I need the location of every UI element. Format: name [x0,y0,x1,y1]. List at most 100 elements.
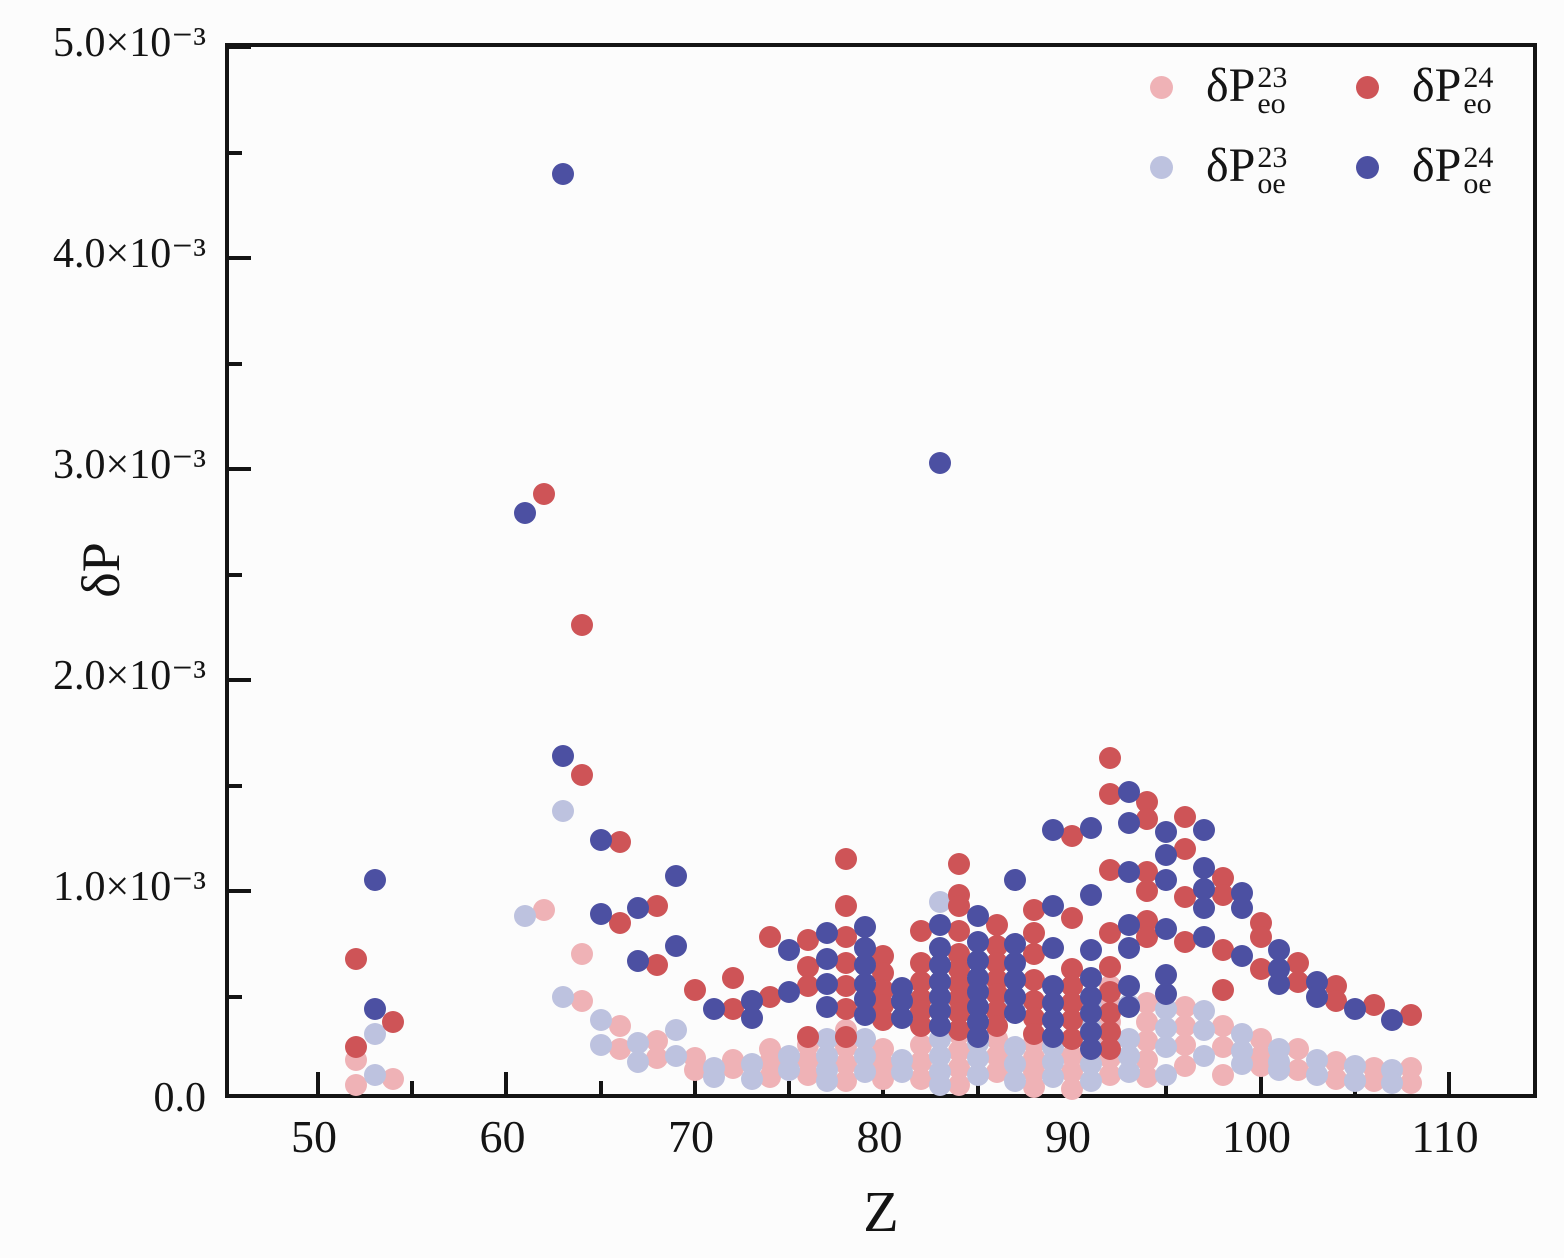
scatter-point-δP24_eo [1023,1006,1046,1029]
scatter-point-δP24_eo [344,947,367,970]
scatter-point-δP24_oe [1343,998,1366,1021]
legend-label-sup: 24 [1463,60,1494,94]
y-tick-label: 2.0×10⁻³ [53,653,206,699]
scatter-point-δP24_eo [834,951,857,974]
scatter-point-δP23_oe [363,1063,386,1086]
scatter-point-δP24_eo [1060,825,1083,848]
scatter-point-δP24_oe [1117,936,1140,959]
scatter-point-δP24_eo [608,911,631,934]
scatter-point-δP24_oe [1117,780,1140,803]
scatter-point-δP24_eo [1136,880,1159,902]
x-tick-label: 100 [1222,1111,1291,1162]
scatter-point-δP24_oe [552,162,575,185]
scatter-point-δP24_eo [1023,922,1046,945]
scatter-point-δP24_oe [1079,1021,1102,1044]
scatter-point-δP23_eo [1174,1055,1197,1078]
scatter-point-δP24_oe [853,1004,876,1027]
scatter-point-δP23_eo [1136,991,1159,1014]
x-tick-label: 60 [479,1111,526,1162]
scatter-point-δP23_eo [683,1059,706,1082]
scatter-point-δP24_eo [1362,993,1385,1016]
scatter-point-δP24_oe [966,930,989,953]
scatter-point-δP24_eo [1098,922,1121,945]
scatter-point-δP24_eo [1060,958,1083,981]
scatter-point-δP23_oe [1155,1017,1178,1040]
scatter-point-δP24_oe [1192,896,1215,919]
scatter-point-δP24_eo [872,962,895,985]
scatter-point-δP24_oe [1155,844,1178,867]
scatter-point-δP23_oe [853,1027,876,1050]
scatter-point-δP24_eo [910,970,933,993]
y-tick-label: 5.0×10⁻³ [53,20,206,66]
scatter-point-δP24_oe [1042,818,1065,841]
scatter-point-δP24_eo [1211,884,1234,907]
scatter-point-δP23_eo [910,1067,933,1090]
scatter-point-δP23_eo [721,1057,744,1080]
scatter-point-δP24_eo [1098,1002,1121,1025]
x-major-tick [692,1072,697,1094]
scatter-point-δP23_eo [872,1067,895,1090]
scatter-point-δP24_oe [1117,996,1140,1019]
scatter-point-δP24_oe [1117,913,1140,936]
scatter-point-δP24_eo [947,1019,970,1042]
scatter-point-δP24_eo [1098,1021,1121,1044]
scatter-point-δP23_eo [797,1063,820,1086]
scatter-point-δP24_eo [570,763,593,786]
scatter-point-δP24_eo [947,894,970,917]
scatter-point-δP23_eo [1060,1044,1083,1067]
scatter-point-δP23_oe [552,799,575,822]
scatter-point-δP23_oe [740,1067,763,1090]
scatter-point-δP24_oe [1079,985,1102,1008]
legend-label-P24_oe: δP 24 oe [1412,140,1494,199]
scatter-point-δP23_oe [1117,1027,1140,1050]
scatter-point-δP24_eo [570,614,593,637]
scatter-point-δP24_eo [834,926,857,949]
scatter-point-δP23_oe [1306,1063,1329,1086]
scatter-point-δP24_oe [1079,1038,1102,1061]
scatter-point-δP24_eo [834,974,857,997]
x-tick-label: 50 [290,1111,337,1162]
x-major-tick [1258,1072,1263,1094]
y-major-tick [229,678,251,682]
scatter-point-δP24_oe [627,949,650,972]
scatter-point-δP23_oe [966,1063,989,1086]
scatter-point-δP24_eo [1174,837,1197,860]
scatter-point-δP23_oe [363,1023,386,1046]
scatter-point-δP24_eo [910,1015,933,1038]
scatter-point-δP24_oe [1042,894,1065,917]
y-major-tick [229,256,251,260]
scatter-point-δP24_oe [702,998,725,1021]
scatter-point-δP24_oe [1192,818,1215,841]
scatter-point-δP23_eo [344,1074,367,1097]
scatter-point-δP24_oe [1155,917,1178,940]
scatter-point-δP23_oe [929,1044,952,1067]
scatter-point-δP24_oe [853,915,876,938]
scatter-point-δP23_eo [533,898,556,921]
scatter-point-δP24_oe [815,922,838,945]
x-tick-label: 80 [856,1111,903,1162]
scatter-point-δP23_oe [589,1008,612,1031]
scatter-point-δP23_oe [1155,1036,1178,1059]
x-major-tick [315,1072,320,1094]
scatter-point-δP24_eo [1211,979,1234,1002]
scatter-point-δP24_oe [815,972,838,995]
scatter-point-δP23_oe [627,1031,650,1054]
scatter-point-δP24_oe [1155,869,1178,892]
scatter-point-δP24_oe [1079,816,1102,839]
scatter-point-δP23_oe [1192,1000,1215,1023]
scatter-point-δP24_oe [929,913,952,936]
y-tick-label: 3.0×10⁻³ [53,442,206,488]
scatter-point-δP23_oe [1230,1053,1253,1076]
scatter-point-δP24_oe [1004,1002,1027,1025]
scatter-point-δP23_eo [1174,996,1197,1019]
scatter-point-δP24_eo [985,983,1008,1006]
scatter-point-δP23_oe [589,1034,612,1057]
y-tick-label: 0.0 [153,1075,207,1121]
scatter-point-δP24_oe [627,896,650,919]
x-minor-tick [410,1081,415,1094]
x-tick-label: 70 [667,1111,714,1162]
scatter-point-δP23_eo [646,1046,669,1069]
legend-label-sup: 24 [1463,140,1494,174]
scatter-point-δP23_eo [1023,1076,1046,1099]
scatter-point-δP24_oe [966,905,989,928]
